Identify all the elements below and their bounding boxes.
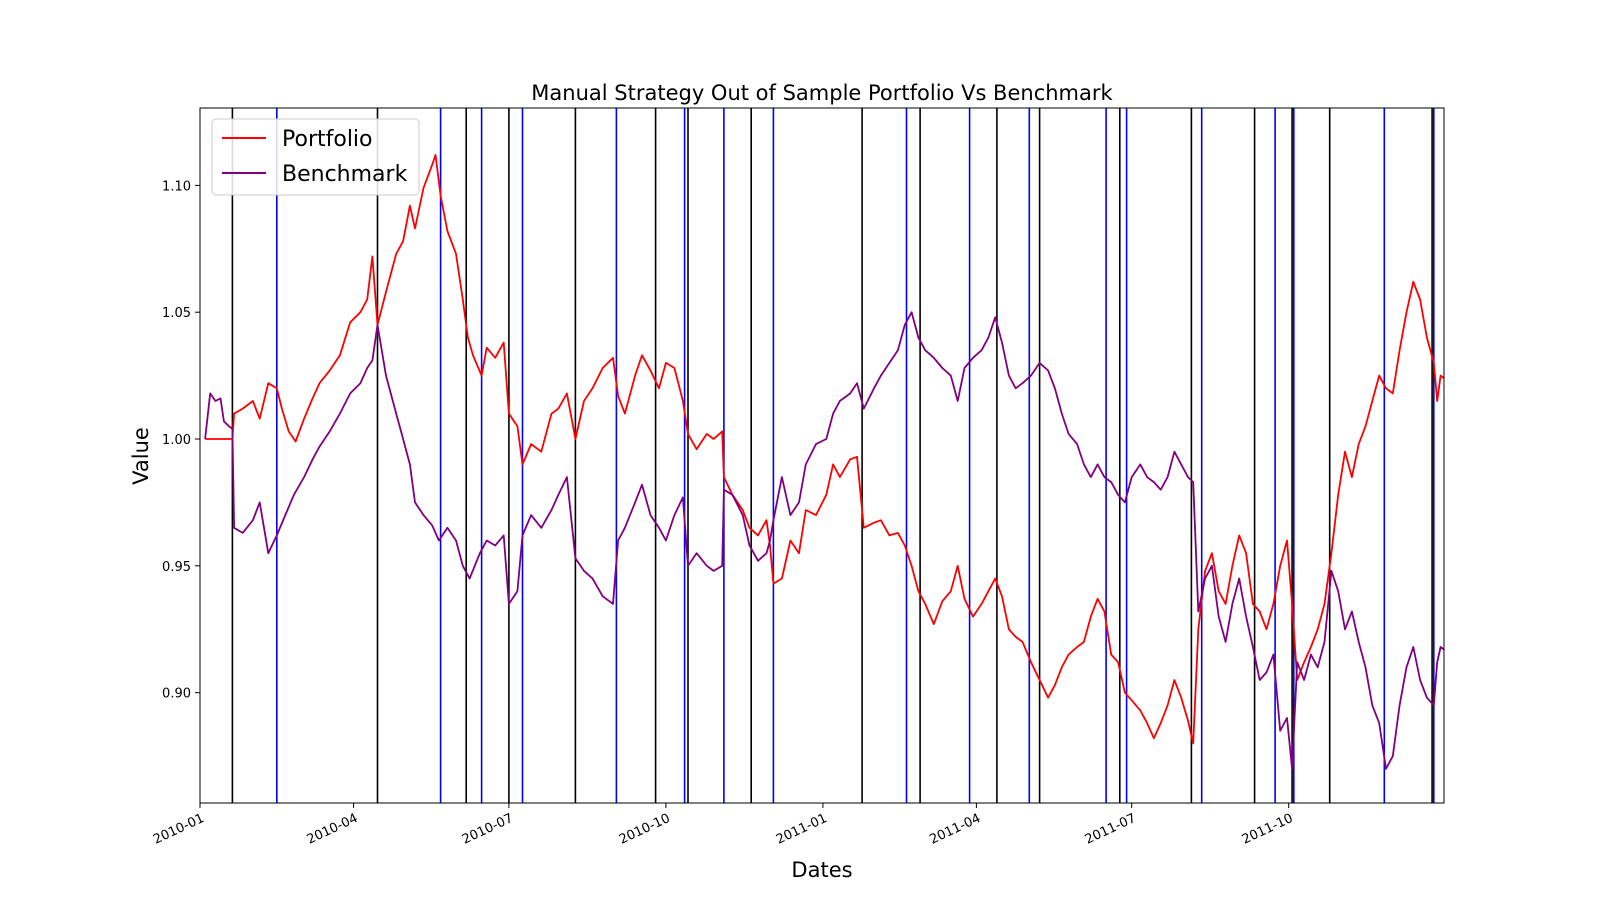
y-tick-label: 0.95 [162, 560, 191, 575]
series-line-portfolio [205, 153, 1444, 745]
y-tick-label: 1.10 [162, 179, 191, 194]
y-tick-label: 1.05 [162, 306, 191, 321]
legend-label-portfolio: Portfolio [282, 127, 373, 152]
legend-label-benchmark: Benchmark [282, 162, 408, 187]
y-tick-label: 0.90 [162, 687, 191, 702]
y-axis-title: Value [129, 427, 153, 485]
chart-title: Manual Strategy Out of Sample Portfolio … [531, 81, 1113, 105]
x-axis-title: Dates [791, 858, 852, 882]
legend: Portfolio Benchmark [211, 118, 420, 196]
plot-frame [199, 107, 1445, 804]
series-lines [204, 153, 1444, 770]
y-axis: 0.90 0.95 1.00 1.05 1.10 [162, 179, 200, 702]
series-line-benchmark [204, 311, 1444, 770]
signal-lines [231, 108, 1435, 803]
y-tick-label: 1.00 [162, 433, 191, 448]
